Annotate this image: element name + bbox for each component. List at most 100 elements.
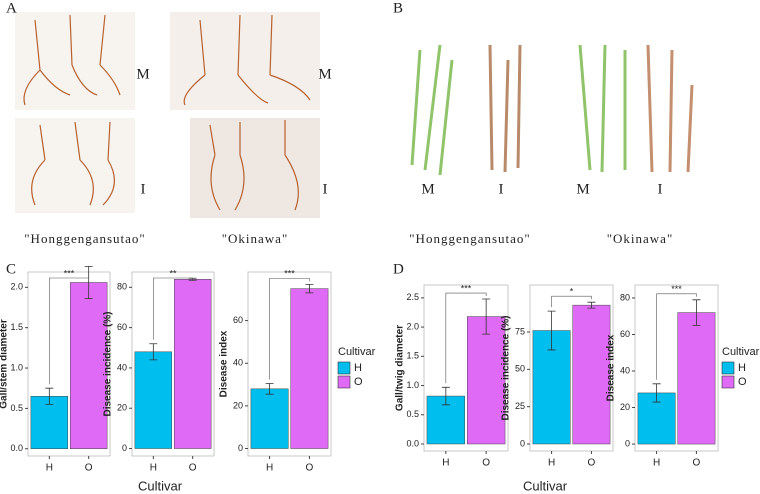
significance-bracket [445, 292, 487, 384]
y-tick-label: 80 [117, 282, 127, 292]
y-tick-label: 0.0 [406, 438, 419, 448]
photo [170, 12, 320, 110]
legend-label: O [738, 376, 747, 388]
cultivar-name: "Okinawa" [222, 231, 289, 246]
photo-mark: I [658, 181, 663, 197]
y-tick-label: 80 [620, 292, 630, 302]
panel-label: A [6, 0, 17, 16]
x-tick-label: H [653, 458, 660, 469]
y-tick-label: 0 [625, 438, 630, 448]
legend-label: H [738, 362, 746, 374]
x-tick-label: H [46, 463, 53, 474]
cultivar-name: "Honggengansutao" [24, 231, 145, 246]
x-tick-label: O [693, 458, 701, 469]
y-tick-label: 25 [515, 401, 525, 411]
error-bar [587, 301, 596, 309]
x-tick-label: O [85, 463, 93, 474]
y-axis-title: Gall/twig diameter [395, 325, 406, 411]
x-tick-label: O [588, 458, 596, 469]
y-axis-title: Disease incidence (%) [501, 315, 512, 420]
significance-bracket [551, 295, 592, 308]
photo-mark: M [576, 181, 589, 197]
error-bar [482, 298, 491, 335]
y-tick-label: 40 [620, 365, 630, 375]
error-bar [45, 387, 54, 405]
y-tick-label: 60 [117, 322, 127, 332]
error-bar [652, 383, 661, 403]
photo-mark: I [499, 181, 504, 197]
x-axis-title: Cultivar [138, 478, 183, 493]
bar [173, 279, 212, 449]
y-tick-label: 1.0 [406, 380, 419, 390]
y-tick-label: 1.0 [10, 362, 23, 372]
legend-swatch [337, 361, 351, 375]
y-tick-label: 2.5 [406, 292, 419, 302]
y-tick-label: 0 [238, 443, 243, 453]
x-tick-label: H [442, 458, 449, 469]
photo-mark: I [141, 181, 146, 197]
significance: ** [169, 268, 177, 278]
panel-label: D [393, 261, 404, 277]
cultivar-name: "Okinawa" [607, 231, 674, 246]
y-tick-label: 1.5 [10, 322, 23, 332]
x-tick-label: O [482, 458, 490, 469]
y-tick-label: 20 [620, 402, 630, 412]
photo-area [15, 12, 694, 218]
y-tick-label: 0 [122, 443, 127, 453]
y-tick-label: 1.5 [406, 351, 419, 361]
photo-mark: M [421, 181, 434, 197]
twigs [410, 44, 694, 176]
bar [134, 351, 173, 449]
photo-mark: M [136, 66, 149, 82]
legend-title: Cultivar [338, 346, 376, 358]
legend-title: Cultivar [722, 346, 760, 358]
photo [15, 118, 135, 213]
significance-bracket [269, 278, 310, 380]
significance: *** [461, 283, 472, 293]
legend-swatch [337, 375, 351, 389]
bar [290, 288, 329, 449]
significance: *** [284, 269, 295, 279]
error-bar [265, 383, 274, 395]
y-axis-title: Disease index [606, 334, 617, 401]
significance-bracket [153, 277, 193, 340]
significance: * [570, 287, 574, 297]
error-bar [84, 265, 93, 300]
y-tick-label: 50 [515, 364, 525, 374]
x-tick-label: H [548, 458, 555, 469]
significance: *** [64, 268, 75, 278]
error-bar [441, 386, 450, 406]
y-tick-label: 2.0 [406, 321, 419, 331]
legend-swatch [721, 375, 735, 389]
panel-label: B [393, 0, 403, 16]
legend-swatch [721, 361, 735, 375]
error-bar [692, 299, 701, 326]
error-bar [547, 310, 556, 351]
bar [250, 388, 289, 449]
y-tick-label: 20 [233, 400, 243, 410]
legend-label: O [354, 376, 363, 388]
y-tick-label: 60 [620, 329, 630, 339]
x-tick-label: H [150, 463, 157, 474]
cultivar-name: "Honggengansutao" [409, 231, 530, 246]
y-tick-label: 0 [520, 438, 525, 448]
photo-mark: I [323, 181, 328, 197]
bar [677, 312, 716, 445]
x-axis-title: Cultivar [523, 478, 568, 493]
y-tick-label: 20 [117, 403, 127, 413]
roots [23, 14, 311, 211]
y-tick-label: 75 [515, 326, 525, 336]
y-tick-label: 2.0 [10, 282, 23, 292]
bar [467, 316, 506, 445]
photo [15, 12, 135, 110]
y-axis-title: Gall/stem diameter [0, 319, 10, 409]
significance-bracket [49, 277, 89, 385]
bar [69, 282, 108, 449]
panel-label: C [6, 261, 16, 277]
y-tick-label: 60 [233, 315, 243, 325]
x-tick-label: O [306, 463, 314, 474]
y-axis-title: Disease index [219, 330, 230, 397]
x-tick-label: H [266, 463, 273, 474]
y-tick-label: 0.5 [406, 409, 419, 419]
